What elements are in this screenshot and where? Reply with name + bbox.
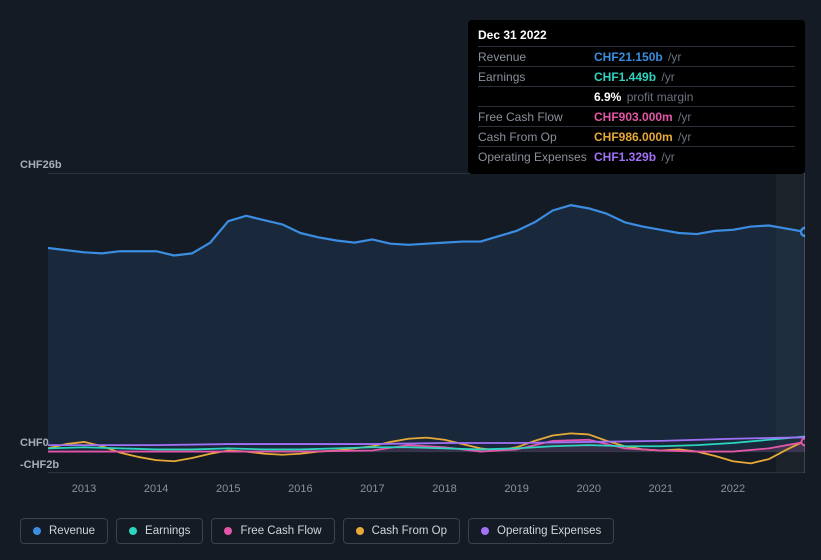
legend-dot-icon xyxy=(356,527,364,535)
x-tick-label: 2019 xyxy=(504,483,528,495)
legend-item-label: Revenue xyxy=(49,525,95,537)
y-axis-zero: CHF0 xyxy=(20,437,49,449)
tooltip-row-value: 6.9% xyxy=(594,90,621,104)
tooltip-row-label: Revenue xyxy=(478,50,594,64)
y-axis-max: CHF26b xyxy=(20,159,62,171)
legend-item-revenue[interactable]: Revenue xyxy=(20,518,108,544)
legend-dot-icon xyxy=(481,527,489,535)
legend-item-label: Cash From Op xyxy=(372,525,447,537)
tooltip-row-label: Operating Expenses xyxy=(478,150,594,164)
tooltip-row-value: CHF986.000m xyxy=(594,130,673,144)
tooltip-row: RevenueCHF21.150b /yr xyxy=(478,46,795,66)
x-tick-label: 2016 xyxy=(288,483,312,495)
tooltip-row: Free Cash FlowCHF903.000m /yr xyxy=(478,106,795,126)
x-tick-label: 2020 xyxy=(576,483,600,495)
legend-item-cash-from-op[interactable]: Cash From Op xyxy=(343,518,460,544)
tooltip-row-value: CHF1.449b xyxy=(594,70,656,84)
tooltip-row-unit: profit margin xyxy=(623,90,693,104)
legend-item-free-cash-flow[interactable]: Free Cash Flow xyxy=(211,518,334,544)
tooltip-row-label: Free Cash Flow xyxy=(478,110,594,124)
chart-tooltip: Dec 31 2022 RevenueCHF21.150b /yrEarning… xyxy=(468,20,805,174)
tooltip-row: Operating ExpensesCHF1.329b /yr xyxy=(478,146,795,166)
chart-plot-area[interactable] xyxy=(48,173,805,473)
legend-dot-icon xyxy=(129,527,137,535)
x-tick-label: 2017 xyxy=(360,483,384,495)
legend-item-label: Operating Expenses xyxy=(497,525,601,537)
tooltip-row-label: Earnings xyxy=(478,70,594,84)
tooltip-row-unit: /yr xyxy=(675,130,692,144)
x-tick-label: 2018 xyxy=(432,483,456,495)
tooltip-row-value: CHF21.150b xyxy=(594,50,663,64)
tooltip-row: EarningsCHF1.449b /yr xyxy=(478,66,795,86)
financials-chart: CHF26b CHF0 -CHF2b 201320142015201620172… xyxy=(16,155,805,495)
x-tick-label: 2013 xyxy=(72,483,96,495)
tooltip-row-value: CHF903.000m xyxy=(594,110,673,124)
hover-marker xyxy=(804,173,805,473)
tooltip-row: 6.9% profit margin xyxy=(478,86,795,106)
tooltip-row-label xyxy=(478,90,594,104)
chart-legend: Revenue Earnings Free Cash Flow Cash From O… xyxy=(20,518,614,544)
tooltip-date: Dec 31 2022 xyxy=(478,28,795,46)
legend-item-label: Free Cash Flow xyxy=(240,525,321,537)
tooltip-row-unit: /yr xyxy=(665,50,682,64)
tooltip-row-label: Cash From Op xyxy=(478,130,594,144)
x-tick-label: 2022 xyxy=(721,483,745,495)
tooltip-row-unit: /yr xyxy=(658,150,675,164)
x-tick-label: 2015 xyxy=(216,483,240,495)
legend-item-label: Earnings xyxy=(145,525,190,537)
legend-dot-icon xyxy=(33,527,41,535)
tooltip-row-unit: /yr xyxy=(675,110,692,124)
tooltip-row-value: CHF1.329b xyxy=(594,150,656,164)
legend-item-operating-expenses[interactable]: Operating Expenses xyxy=(468,518,614,544)
x-tick-label: 2021 xyxy=(649,483,673,495)
x-tick-label: 2014 xyxy=(144,483,168,495)
tooltip-row: Cash From OpCHF986.000m /yr xyxy=(478,126,795,146)
legend-item-earnings[interactable]: Earnings xyxy=(116,518,203,544)
tooltip-row-unit: /yr xyxy=(658,70,675,84)
legend-dot-icon xyxy=(224,527,232,535)
